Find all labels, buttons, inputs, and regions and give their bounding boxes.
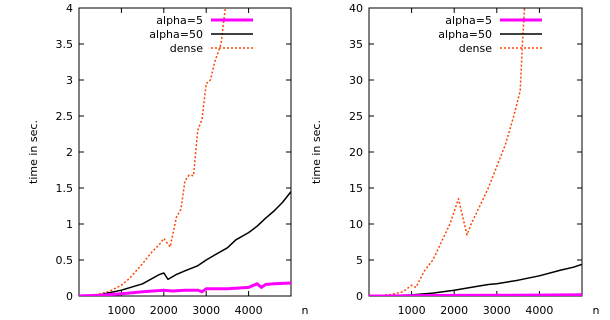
y-tick-label: 35	[349, 38, 363, 51]
x-tick-label: 3000	[483, 304, 511, 317]
x-tick-label: 1000	[398, 304, 426, 317]
y-tick-label: 2.5	[56, 110, 74, 123]
legend-label: dense	[459, 42, 492, 55]
series-line-alpha-50	[79, 191, 291, 296]
y-tick-label: 15	[349, 182, 363, 195]
y-axis-label: time in sec.	[27, 120, 40, 184]
y-tick-label: 3.5	[56, 38, 74, 51]
x-axis-label: n	[302, 304, 309, 317]
x-axis-label: n	[593, 304, 600, 317]
series-line-alpha-5	[369, 293, 582, 296]
y-tick-label: 1	[66, 218, 73, 231]
legend-label: alpha=50	[149, 28, 203, 41]
y-tick-label: 20	[349, 146, 363, 159]
left-chart-panel: 0 0.5 1 1.5 2 2.5 3 3.5 4 1000 2000 3000 4000 time in…	[27, 2, 309, 317]
x-tick-label: 4000	[235, 304, 263, 317]
y-tick-label: 2	[66, 146, 73, 159]
series-line-dense	[369, 8, 526, 296]
series-line-dense	[79, 8, 227, 296]
x-tick-label: 4000	[525, 304, 553, 317]
legend-label: alpha=5	[445, 14, 492, 27]
y-tick-label: 0	[66, 290, 73, 303]
legend-label: alpha=5	[156, 14, 203, 27]
series-line-alpha-5	[79, 281, 291, 296]
x-tick-label: 1000	[107, 304, 135, 317]
y-tick-label: 3	[66, 74, 73, 87]
y-tick-label: 10	[349, 218, 363, 231]
series-line-alpha-50	[369, 263, 582, 296]
x-tick-label: 2000	[440, 304, 468, 317]
y-tick-label: 1.5	[56, 182, 74, 195]
y-tick-label: 25	[349, 110, 363, 123]
y-tick-label: 30	[349, 74, 363, 87]
y-tick-label: 0	[356, 290, 363, 303]
y-tick-label: 40	[349, 2, 363, 15]
y-tick-label: 4	[66, 2, 73, 15]
legend-label: alpha=50	[438, 28, 492, 41]
y-tick-label: 5	[356, 254, 363, 267]
x-tick-label: 3000	[192, 304, 220, 317]
legend-label: dense	[170, 42, 203, 55]
right-chart-panel: 0 5 10 15 20 25 30 35 40 1000 2000 3000 4000 time in …	[310, 2, 600, 317]
y-axis-label: time in sec.	[310, 120, 323, 184]
x-tick-label: 2000	[150, 304, 178, 317]
y-tick-label: 0.5	[56, 254, 74, 267]
